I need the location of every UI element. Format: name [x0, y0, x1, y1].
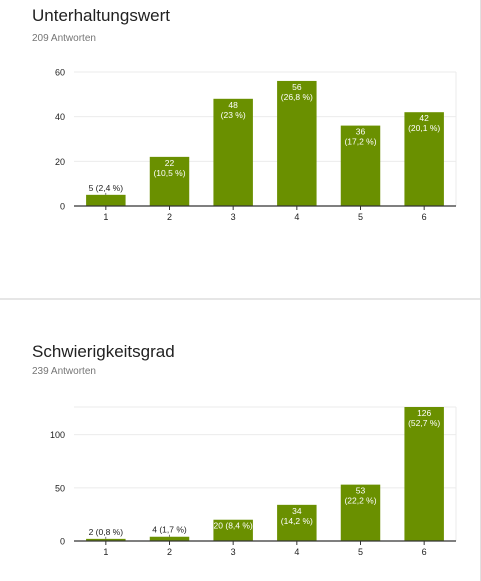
bar — [277, 504, 317, 541]
data-label: 4 (1,7 %) — [152, 525, 187, 535]
question-card-unterhaltungswert: Unterhaltungswert 209 Antworten 0 20 40 60 5… — [32, 6, 457, 222]
x-tick-label: 3 — [231, 547, 236, 557]
response-count: 239 Antworten — [32, 366, 96, 377]
y-tick-label: 0 — [60, 202, 65, 212]
bar-chart-unterhaltungswert: 0 20 40 60 5 (2,4 %) 1 22 (10,5 %) 2 48 (23 %) 3 56(… — [55, 68, 457, 222]
x-tick-label: 1 — [103, 547, 108, 557]
bar — [213, 98, 253, 206]
bar — [149, 536, 190, 541]
data-label: 42 (20,1 %) — [408, 113, 440, 133]
x-tick-label: 4 — [294, 212, 299, 222]
bar — [213, 519, 253, 541]
x-tick-label: 6 — [422, 547, 427, 557]
data-label: 126 (52,7 %) — [408, 408, 440, 428]
response-count: 209 Antworten — [32, 33, 96, 44]
y-tick-label: 20 — [55, 157, 65, 167]
bar — [340, 125, 381, 206]
bar — [86, 538, 126, 541]
x-tick-label: 4 — [294, 547, 299, 557]
question-title: Schwierigkeitsgrad — [32, 342, 175, 361]
data-label: 56 (26,8 %) — [281, 82, 313, 102]
data-label: 5 (2,4 %) — [89, 183, 124, 193]
question-title: Unterhaltungswert — [32, 6, 170, 25]
bar — [404, 407, 444, 541]
data-label: 2 (0,8 %) — [89, 527, 124, 537]
data-label: 20 (8,4 %) — [214, 521, 253, 531]
x-tick-label: 3 — [231, 212, 236, 222]
bar — [404, 112, 444, 206]
x-tick-label: 1 — [103, 212, 108, 222]
x-tick-label: 6 — [422, 212, 427, 222]
y-tick-label: 40 — [55, 112, 65, 122]
y-tick-label: 50 — [55, 483, 65, 493]
data-label: 36 (17,2 %) — [344, 127, 376, 147]
y-tick-label: 60 — [55, 68, 65, 78]
x-tick-label: 2 — [167, 547, 172, 557]
x-tick-label: 5 — [358, 547, 363, 557]
bar — [340, 484, 381, 541]
data-label: 48 (23 %) — [221, 100, 246, 120]
y-tick-label: 100 — [50, 430, 65, 440]
data-label: 53 (22,2 %) — [344, 486, 376, 506]
bar — [149, 156, 190, 206]
question-card-schwierigkeitsgrad: Schwierigkeitsgrad 239 Antworten 0 50 100 2… — [0, 300, 481, 581]
bar-chart-schwierigkeitsgrad: 0 50 100 2 (0,8 %) 1 4 (1,7 %) 2 20 (8,4 %) 3 34(… — [50, 406, 457, 557]
bar — [86, 194, 126, 206]
x-tick-label: 2 — [167, 212, 172, 222]
card-divider — [0, 298, 481, 300]
bar — [277, 80, 317, 206]
data-label: 22 (10,5 %) — [153, 158, 185, 178]
data-label: 34 (14,2 %) — [281, 506, 313, 526]
y-tick-label: 0 — [60, 537, 65, 547]
x-tick-label: 5 — [358, 212, 363, 222]
